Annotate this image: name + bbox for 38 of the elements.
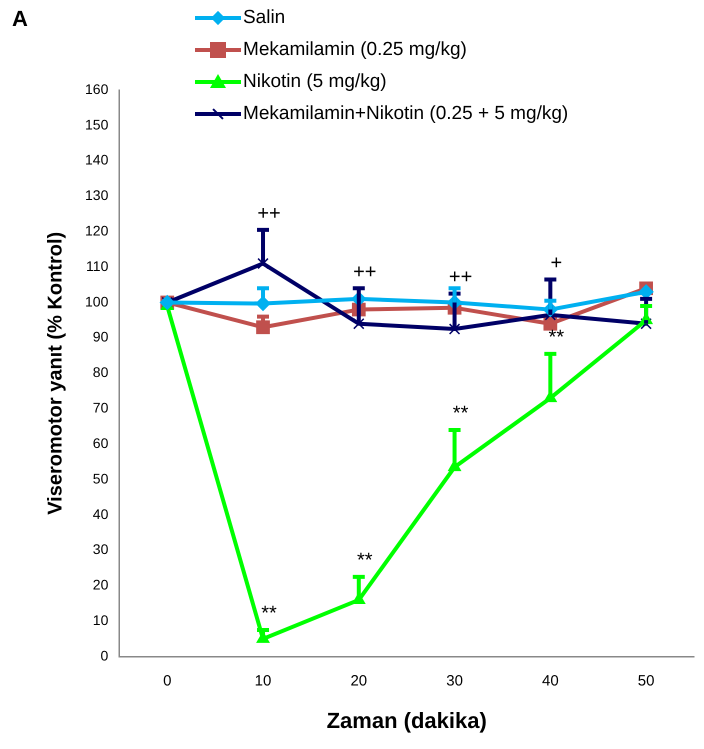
y-tick-label: 80 bbox=[92, 364, 109, 380]
y-tick-label: 90 bbox=[92, 328, 109, 345]
y-tick-label: 140 bbox=[85, 152, 109, 168]
annotation: ++ bbox=[257, 202, 281, 224]
y-tick-label: 0 bbox=[100, 647, 109, 664]
y-tick-label: 110 bbox=[86, 258, 109, 274]
y-tick-label: 120 bbox=[85, 222, 109, 239]
y-tick-label: 130 bbox=[85, 187, 109, 204]
legend-label: Mekamilamin+Nikotin (0.25 + 5 mg/kg) bbox=[243, 103, 568, 125]
y-tick-label: 20 bbox=[92, 576, 109, 593]
y-tick-label: 160 bbox=[85, 80, 109, 97]
x-tick-label: 40 bbox=[542, 672, 559, 690]
x-tick-label: 10 bbox=[254, 672, 272, 690]
annotation: ++ bbox=[448, 266, 472, 288]
annotation: ** bbox=[548, 326, 564, 348]
y-tick-label: 100 bbox=[85, 293, 109, 310]
chart-title: A bbox=[12, 6, 28, 32]
annotation: ** bbox=[452, 402, 469, 424]
y-tick-label: 70 bbox=[92, 400, 109, 416]
y-axis-title: Viseromotor yanıt (% Kontrol) bbox=[44, 232, 67, 515]
y-tick-label: 10 bbox=[92, 612, 109, 628]
y-tick-label: 30 bbox=[92, 541, 109, 558]
x-axis-title: Zaman (dakika) bbox=[326, 708, 487, 733]
legend-label: Nikotin (5 mg/kg) bbox=[243, 71, 387, 93]
x-tick-label: 50 bbox=[638, 672, 654, 690]
annotation: + bbox=[550, 252, 562, 274]
x-tick-label: 20 bbox=[350, 672, 368, 690]
annotation: ** bbox=[261, 602, 278, 625]
legend-label: Mekamilamin (0.25 mg/kg) bbox=[243, 39, 467, 61]
x-tick-label: 30 bbox=[446, 672, 463, 690]
x-tick-label: 0 bbox=[163, 672, 172, 690]
y-tick-label: 50 bbox=[92, 470, 109, 486]
y-tick-label: 150 bbox=[85, 116, 109, 132]
annotation: ++ bbox=[353, 260, 376, 283]
annotation: ** bbox=[357, 549, 373, 572]
y-tick-label: 60 bbox=[92, 434, 109, 451]
legend-label: Salin bbox=[243, 7, 286, 29]
y-tick-label: 40 bbox=[92, 506, 109, 522]
